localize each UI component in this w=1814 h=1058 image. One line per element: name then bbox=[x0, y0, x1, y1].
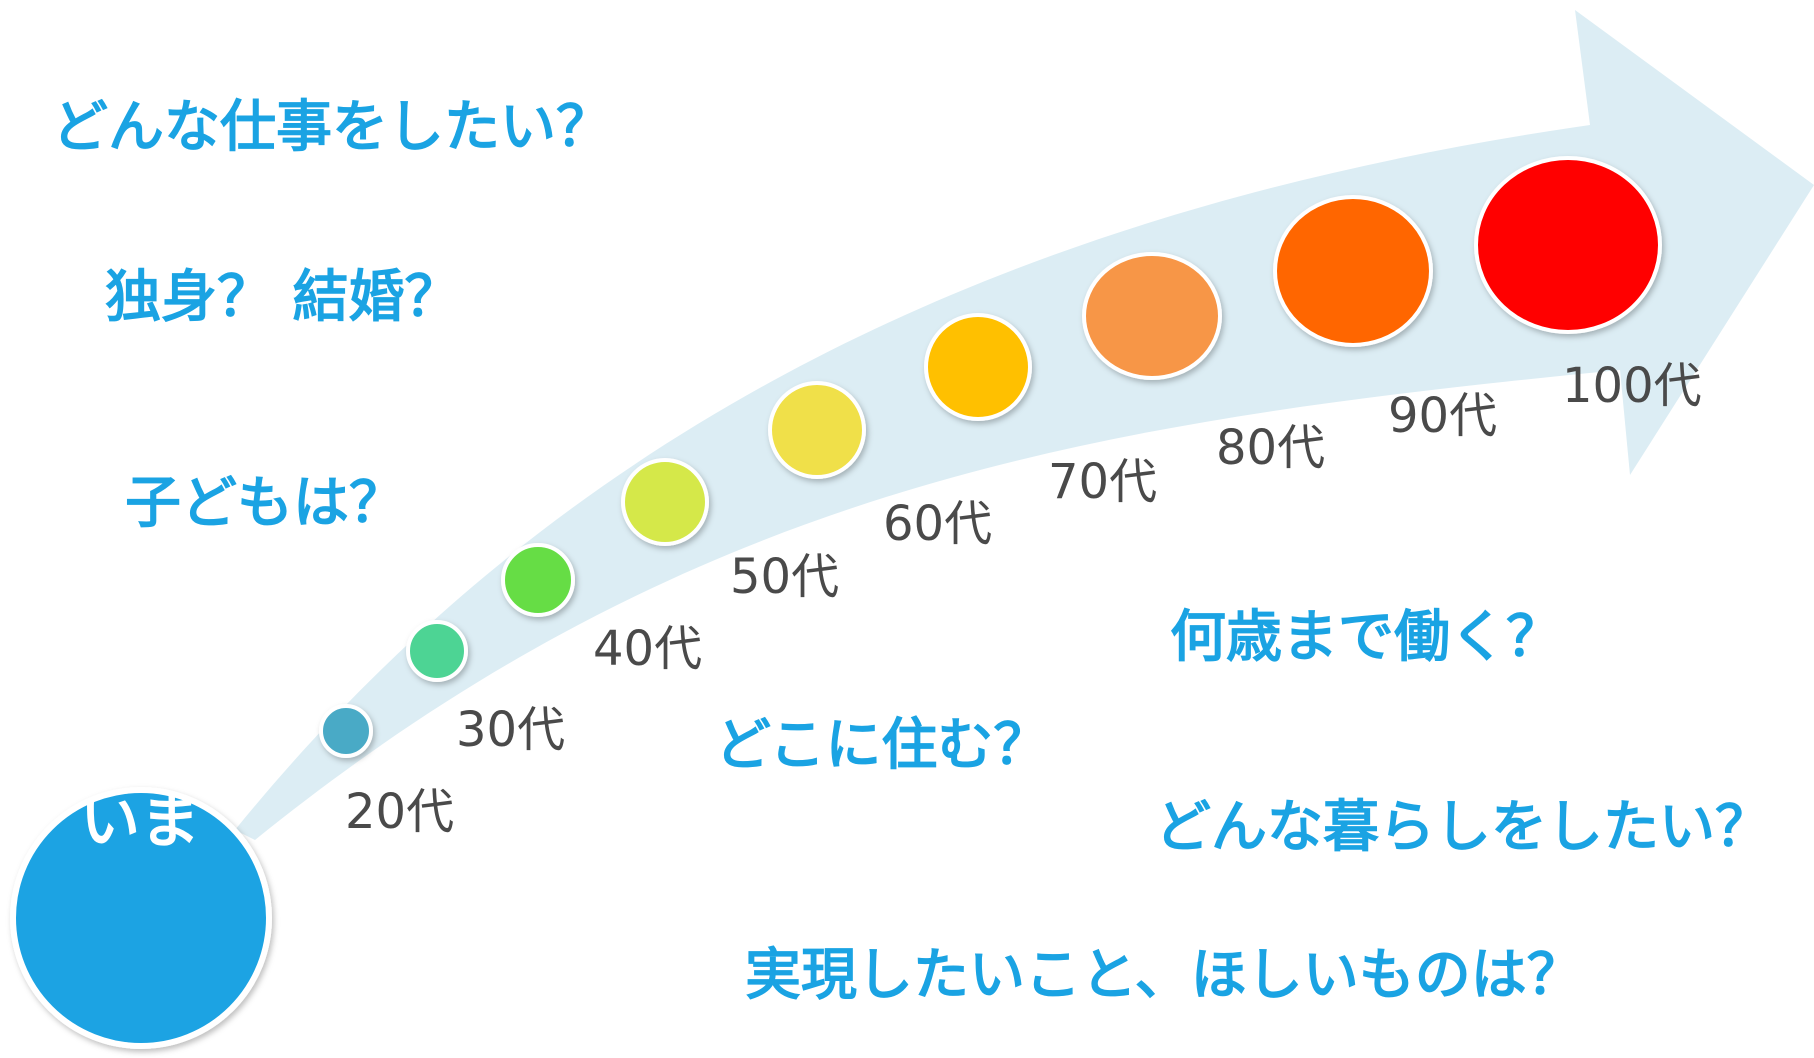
stage-circle-50 bbox=[621, 458, 709, 546]
stage-circle-80 bbox=[1082, 252, 1222, 380]
question-work: どんな仕事をしたい？ bbox=[52, 95, 612, 160]
stage-circle-30 bbox=[406, 620, 468, 682]
now-circle bbox=[10, 787, 272, 1049]
stage-circle-40 bbox=[501, 543, 575, 617]
question-wishes: 実現したいこと、ほしいものは？ bbox=[745, 943, 1583, 1008]
stage-label-20: 20代 bbox=[345, 784, 455, 840]
stage-label-90: 90代 bbox=[1388, 388, 1498, 444]
question-retirement-age: 何歳まで働く？ bbox=[1170, 605, 1562, 670]
stage-label-100: 100代 bbox=[1562, 358, 1702, 414]
stage-label-30: 30代 bbox=[456, 702, 566, 758]
stage-label-60: 60代 bbox=[883, 496, 993, 552]
stage-circle-100 bbox=[1474, 156, 1662, 334]
timeline-arrow bbox=[235, 10, 1814, 840]
stage-label-80: 80代 bbox=[1216, 420, 1326, 476]
question-residence: どこに住む？ bbox=[715, 713, 1050, 778]
stage-circles bbox=[319, 156, 1662, 758]
stage-label-50: 50代 bbox=[730, 549, 840, 605]
stage-circle-90 bbox=[1273, 195, 1433, 347]
stage-label-40: 40代 bbox=[593, 621, 703, 677]
question-marriage: 独身？ 結婚？ bbox=[105, 265, 461, 330]
stage-circle-70 bbox=[924, 313, 1032, 421]
stage-circle-20 bbox=[319, 704, 373, 758]
question-lifestyle: どんな暮らしをしたい？ bbox=[1155, 795, 1771, 860]
stage-label-70: 70代 bbox=[1048, 454, 1158, 510]
now-label: いま bbox=[80, 787, 200, 857]
stage-circle-60 bbox=[768, 381, 866, 479]
question-children: 子どもは？ bbox=[125, 471, 405, 536]
